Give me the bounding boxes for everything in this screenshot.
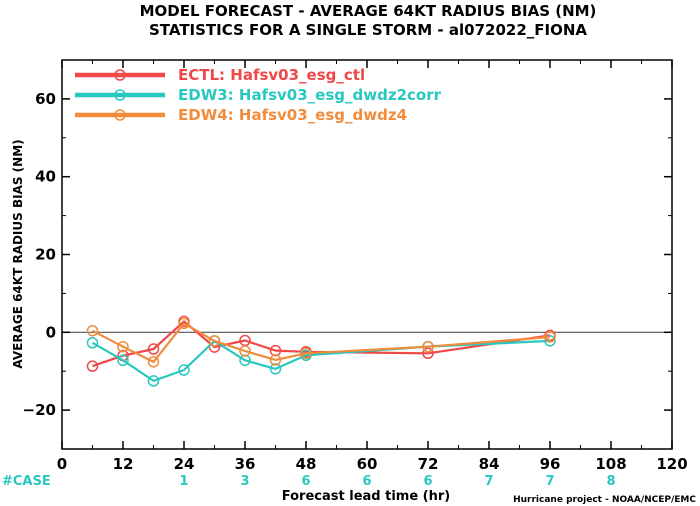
- series-line: [91, 339, 551, 382]
- y-tick-label: 40: [35, 168, 56, 186]
- legend-label: ECTL: Hafsv03_esg_ctl: [178, 66, 365, 84]
- legend-entry: EDW3: Hafsv03_esg_dwdz2corr: [75, 86, 442, 104]
- series-1: [86, 335, 556, 387]
- legend-swatch-marker: [114, 89, 126, 101]
- legend-swatch-marker: [114, 69, 126, 81]
- case-counts: 1 3 6 6 6 7 7 8: [179, 474, 615, 489]
- data-point: [269, 354, 282, 366]
- y-tick-label: 20: [35, 246, 56, 264]
- legend-entry: EDW4: Hafsv03_esg_dwdz4: [75, 106, 407, 124]
- data-point: [178, 317, 190, 330]
- credit-text: Hurricane project - NOAA/NCEP/EMC: [513, 495, 696, 505]
- series-line: [92, 320, 551, 368]
- x-tick-label: 72: [418, 455, 439, 473]
- x-tick-label: 0: [57, 455, 67, 473]
- data-point: [208, 335, 221, 347]
- y-axis: 60 40 20 0 −20: [23, 90, 672, 419]
- chart-title-line-2: STATISTICS FOR A SINGLE STORM - al072022…: [149, 21, 587, 39]
- series-0: [86, 315, 556, 372]
- x-axis-label: Forecast lead time (hr): [282, 489, 450, 504]
- x-tick-label: 12: [113, 455, 134, 473]
- x-tick-label: 120: [656, 455, 687, 473]
- legend-swatch-marker: [114, 109, 126, 121]
- case-count: 7: [484, 474, 493, 489]
- case-count: 6: [301, 474, 310, 489]
- x-axis: 0 12 24 36 48 60 72 84 96 108 120: [57, 60, 688, 473]
- y-tick-label: 60: [35, 90, 56, 108]
- x-tick-label: 84: [479, 455, 500, 473]
- y-axis-label: AVERAGE 64KT RADIUS BIAS (NM): [11, 139, 25, 368]
- series-2: [86, 317, 556, 368]
- case-label: #CASE: [2, 474, 51, 489]
- series-layer: [86, 315, 556, 387]
- series-line: [91, 322, 551, 363]
- case-count: 3: [240, 474, 249, 489]
- data-point: [239, 345, 251, 357]
- legend-label: EDW4: Hafsv03_esg_dwdz4: [178, 106, 407, 124]
- case-count: 1: [179, 474, 188, 489]
- data-point: [147, 356, 160, 368]
- case-count: 6: [423, 474, 432, 489]
- x-tick-label: 96: [540, 455, 561, 473]
- case-count: 8: [606, 474, 615, 489]
- case-count: 6: [362, 474, 371, 489]
- data-point: [544, 335, 556, 347]
- data-point: [422, 340, 434, 353]
- legend-label: EDW3: Hafsv03_esg_dwdz2corr: [178, 86, 442, 104]
- data-point: [86, 324, 99, 337]
- chart-title-line-1: MODEL FORECAST - AVERAGE 64KT RADIUS BIA…: [140, 2, 597, 20]
- data-point: [86, 360, 99, 372]
- legend: ECTL: Hafsv03_esg_ctl EDW3: Hafsv03_esg_d…: [75, 66, 442, 124]
- data-point: [544, 331, 556, 343]
- data-point: [178, 364, 190, 376]
- x-tick-label: 24: [174, 455, 195, 473]
- data-point: [117, 340, 129, 353]
- data-point: [117, 354, 129, 367]
- y-tick-label: 0: [46, 323, 56, 341]
- data-point: [86, 337, 99, 349]
- x-tick-label: 36: [235, 455, 256, 473]
- data-point: [269, 363, 282, 375]
- data-point: [422, 347, 434, 360]
- case-count: 7: [545, 474, 554, 489]
- x-tick-label: 48: [296, 455, 317, 473]
- data-point: [147, 375, 160, 387]
- y-tick-label: −20: [23, 401, 56, 419]
- legend-entry: ECTL: Hafsv03_esg_ctl: [75, 66, 365, 84]
- data-point: [300, 347, 312, 360]
- data-point: [147, 343, 160, 355]
- x-tick-label: 60: [357, 455, 378, 473]
- x-tick-label: 108: [595, 455, 626, 473]
